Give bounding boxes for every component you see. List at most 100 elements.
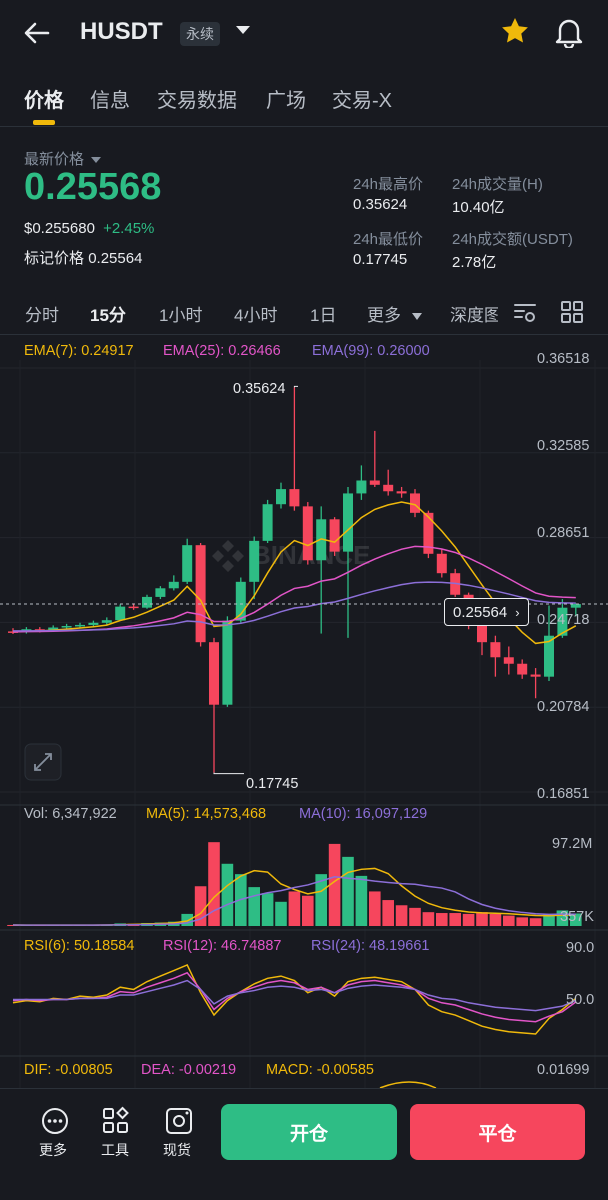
indicator-settings-icon[interactable] bbox=[512, 300, 538, 326]
candle-down bbox=[490, 642, 501, 658]
spot-icon[interactable] bbox=[164, 1106, 194, 1136]
volume-bar-up bbox=[342, 856, 354, 926]
volume-bar-up bbox=[355, 875, 368, 926]
tools-icon[interactable] bbox=[101, 1106, 131, 1136]
price-axis-2: 0.32585 bbox=[537, 438, 590, 454]
tab-trade-x[interactable]: 交易-X bbox=[332, 90, 392, 112]
mark-price: 标记价格 0.25564 bbox=[24, 250, 143, 267]
candle-down bbox=[423, 512, 434, 554]
candle-down bbox=[396, 491, 407, 494]
high-label: 24h最高价 bbox=[353, 176, 424, 193]
candle-up bbox=[168, 581, 179, 589]
macd-label: MACD: -0.00585 bbox=[266, 1062, 374, 1078]
tf-more[interactable]: 更多 bbox=[367, 301, 422, 326]
volume-bar-down bbox=[395, 905, 408, 926]
vol-ma10-label: MA(10): 16,097,129 bbox=[299, 806, 428, 822]
volume-bar-down bbox=[288, 891, 301, 926]
high-leader-line bbox=[293, 385, 298, 388]
volume-bar-down bbox=[194, 886, 207, 926]
tf-depth[interactable]: 深度图 bbox=[450, 306, 498, 325]
tf-4h[interactable]: 4小时 bbox=[234, 306, 278, 325]
volume-bar-down bbox=[369, 891, 381, 926]
latest-price-label[interactable]: 最新价格 bbox=[24, 148, 102, 169]
volume-bar-down bbox=[449, 913, 461, 926]
low-leader-line bbox=[213, 772, 244, 775]
volume-bar-up bbox=[261, 893, 274, 926]
candle-down bbox=[34, 629, 45, 631]
tab-info[interactable]: 信息 bbox=[90, 90, 130, 112]
symbol-title[interactable]: HUSDT bbox=[80, 18, 163, 45]
tf-1h[interactable]: 1小时 bbox=[159, 306, 203, 325]
rsi6-line bbox=[12, 963, 577, 1035]
last-price: 0.25568 bbox=[24, 166, 162, 208]
candle-up bbox=[343, 493, 353, 552]
candle-down bbox=[477, 622, 487, 643]
candle-down bbox=[369, 480, 380, 485]
candle-up bbox=[155, 588, 166, 597]
volume-bar-down bbox=[409, 907, 421, 926]
volume-bar-down bbox=[422, 912, 435, 926]
candle-down bbox=[436, 553, 447, 574]
volume-bar-up bbox=[543, 913, 555, 926]
symbol-dropdown-icon[interactable] bbox=[236, 26, 250, 34]
price-change: +2.45% bbox=[103, 220, 155, 237]
spot-label[interactable]: 现货 bbox=[163, 1142, 191, 1158]
volume-bar-down bbox=[302, 895, 314, 926]
tab-square[interactable]: 广场 bbox=[266, 90, 306, 112]
back-arrow-icon[interactable] bbox=[22, 18, 52, 48]
favorite-star-icon[interactable] bbox=[500, 16, 530, 46]
low-label: 24h最低价 bbox=[353, 231, 424, 248]
candle-up bbox=[249, 540, 260, 582]
volume-label: 24h成交量(H) bbox=[452, 176, 543, 193]
open-position-button[interactable]: 开仓 bbox=[221, 1104, 397, 1160]
more-icon[interactable] bbox=[40, 1106, 70, 1136]
price-axis-6: 0.16851 bbox=[537, 786, 590, 802]
vol-ma10-line bbox=[12, 875, 576, 926]
candle-down bbox=[209, 642, 219, 705]
low-value: 0.17745 bbox=[353, 251, 408, 268]
fullscreen-expand-icon[interactable] bbox=[24, 743, 62, 781]
price-axis-5: 0.20784 bbox=[537, 699, 590, 715]
rsi12-label: RSI(12): 46.74887 bbox=[163, 938, 282, 954]
macd-dif-line bbox=[379, 1081, 437, 1088]
volume-bar-up bbox=[570, 913, 582, 926]
rsi-lines bbox=[12, 963, 577, 1088]
tab-trading-data[interactable]: 交易数据 bbox=[157, 90, 237, 112]
usd-price: $0.255680 +2.45% bbox=[24, 220, 155, 237]
more-caret-icon bbox=[411, 313, 422, 321]
rsi-axis-mid: 50.0 bbox=[566, 992, 595, 1008]
candle-up bbox=[115, 606, 126, 621]
high-value: 0.35624 bbox=[353, 196, 408, 213]
turnover-label: 24h成交额(USDT) bbox=[452, 231, 573, 248]
candle-down bbox=[302, 506, 313, 561]
current-price-tag[interactable]: 0.25564 › bbox=[444, 598, 529, 626]
divider bbox=[0, 334, 608, 335]
notification-bell-icon[interactable] bbox=[554, 16, 584, 48]
candle-up bbox=[101, 620, 112, 623]
candle-up bbox=[276, 489, 286, 505]
ema7-line bbox=[12, 501, 577, 645]
ema99-line bbox=[12, 581, 576, 632]
rsi12-line bbox=[12, 971, 577, 1023]
vol-axis-top: 97.2M bbox=[552, 836, 593, 852]
volume-bar-down bbox=[516, 917, 528, 926]
candle-up bbox=[557, 607, 568, 636]
volume-bar-down bbox=[503, 915, 515, 926]
tf-time[interactable]: 分时 bbox=[25, 306, 59, 325]
tf-1d[interactable]: 1日 bbox=[310, 306, 337, 325]
tools-label[interactable]: 工具 bbox=[101, 1142, 129, 1158]
volume-bar-up bbox=[315, 874, 327, 926]
layout-grid-icon[interactable] bbox=[560, 300, 584, 324]
close-position-button[interactable]: 平仓 bbox=[410, 1104, 585, 1160]
candle-down bbox=[383, 484, 394, 492]
volume-bar-down bbox=[208, 842, 220, 926]
candle-down bbox=[195, 545, 206, 643]
tab-price[interactable]: 价格 bbox=[24, 90, 64, 112]
price-axis-3: 0.28651 bbox=[537, 525, 590, 541]
volume-bar-down bbox=[436, 913, 448, 926]
candle-down bbox=[517, 663, 528, 675]
tf-15m[interactable]: 15分 bbox=[90, 306, 126, 325]
volume-bar-up bbox=[556, 910, 569, 926]
kline-chart[interactable]: BINANCE bbox=[0, 360, 608, 1088]
more-label[interactable]: 更多 bbox=[39, 1142, 67, 1158]
